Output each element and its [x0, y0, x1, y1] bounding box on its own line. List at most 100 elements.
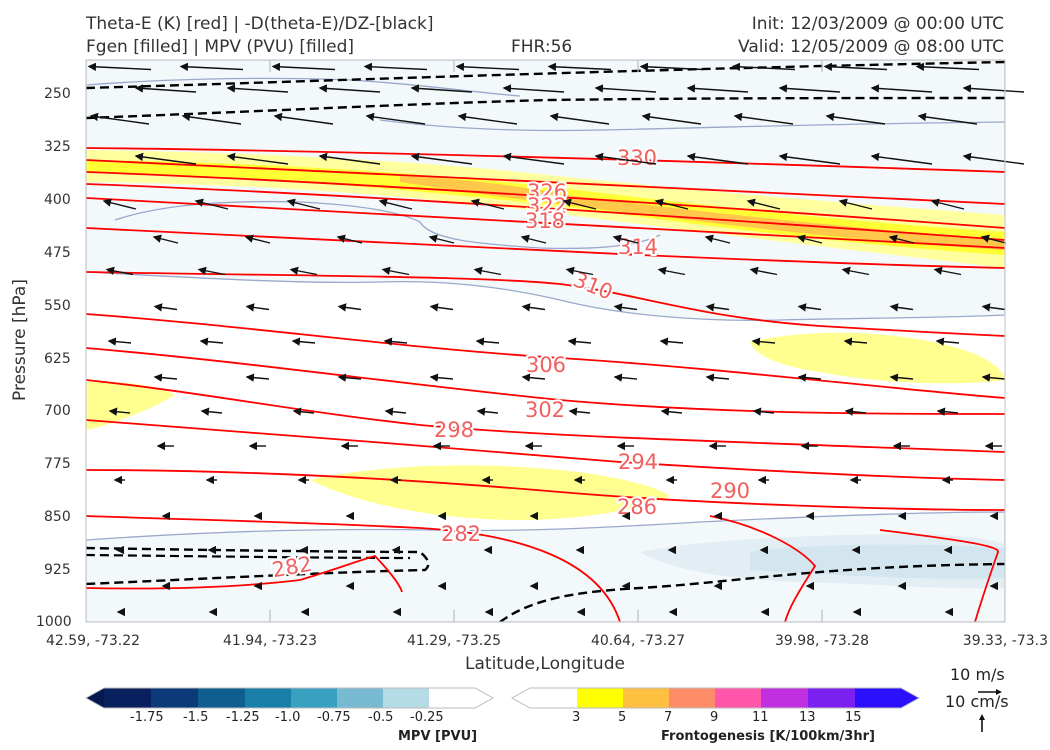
wind-vector — [562, 198, 597, 210]
init-time: Init: 12/03/2009 @ 00:00 UTC — [751, 14, 1004, 34]
wind-ref-vertical-label: 10 cm/s — [945, 692, 1009, 711]
wind-vector — [181, 112, 242, 125]
wind-vector — [244, 234, 271, 244]
wind-vector — [337, 373, 362, 382]
wind-vector — [318, 84, 381, 93]
wind-vector — [889, 303, 914, 312]
wind-vector — [686, 84, 749, 93]
wind-vector — [567, 337, 592, 346]
y-tick-250: 250 — [44, 86, 71, 102]
wind-vector — [410, 152, 473, 165]
fgen-colorbar-title: Frontogenesis [K/100km/3hr] — [661, 729, 875, 744]
wind-vector — [657, 266, 686, 276]
wind-vector — [841, 266, 870, 276]
wind-vector — [470, 198, 505, 210]
wind-vector — [521, 303, 546, 312]
wind-vector — [823, 62, 888, 72]
mpv-tick-2: -1.25 — [226, 710, 260, 725]
wind-vector — [917, 112, 978, 125]
y-tick-550: 550 — [44, 298, 71, 314]
wind-vector — [199, 337, 224, 346]
wind-vector — [733, 112, 794, 125]
wind-vector — [107, 337, 132, 346]
wind-vector — [381, 266, 410, 276]
wind-vector — [594, 84, 657, 93]
wind-vector — [378, 198, 413, 210]
stability-contours — [86, 60, 1005, 622]
wind-vector — [752, 407, 775, 416]
wind-vector — [475, 337, 500, 346]
wind-vector — [291, 337, 316, 346]
y-tick-775: 775 — [44, 456, 71, 472]
wind-vector — [200, 407, 223, 416]
wind-vector — [245, 303, 270, 312]
wind-vector — [179, 62, 244, 72]
wind-vector — [289, 266, 318, 276]
wind-vector — [660, 407, 683, 416]
wind-vector — [429, 303, 454, 312]
wind-vector — [825, 112, 886, 125]
wind-vector — [502, 152, 565, 165]
wind-ref-horizontal-label: 10 m/s — [950, 665, 1005, 684]
wind-vector — [336, 234, 363, 244]
y-tick-400: 400 — [44, 192, 71, 208]
wind-vector — [286, 198, 321, 210]
wind-vector — [476, 407, 499, 416]
mpv-tick-4: -0.75 — [317, 710, 351, 725]
wind-vector — [226, 84, 289, 93]
wind-vector — [705, 373, 730, 382]
plot-frame — [85, 59, 1006, 623]
wind-vector — [87, 62, 152, 72]
wind-vector — [271, 62, 336, 72]
theta-e-label: 282 — [441, 522, 481, 546]
theta-e-label: 306 — [526, 353, 566, 377]
wind-vector — [686, 152, 749, 165]
wind-vector — [778, 152, 841, 165]
wind-vector — [134, 152, 197, 165]
wind-vector — [429, 373, 454, 382]
theta-e-label: 318 — [525, 209, 565, 233]
x-ticks — [269, 60, 823, 622]
wind-vector — [108, 407, 131, 416]
wind-vector — [455, 62, 520, 72]
theta-e-label: 326 — [527, 180, 567, 204]
wind-vector — [428, 234, 455, 244]
wind-vector — [915, 62, 980, 72]
theta-e-label: 294 — [618, 450, 658, 474]
wind-vector — [410, 84, 473, 93]
wind-vector — [502, 84, 565, 93]
wind-vector — [751, 337, 776, 346]
wind-vector — [980, 234, 1007, 244]
wind-vector — [704, 234, 731, 244]
wind-vector — [521, 373, 546, 382]
wind-vector — [134, 84, 197, 93]
wind-vector — [843, 337, 868, 346]
wind-vector — [383, 337, 408, 346]
wind-vector — [870, 84, 933, 93]
y-tick-625: 625 — [44, 351, 71, 367]
wind-vector — [318, 152, 381, 165]
wind-vector — [889, 373, 914, 382]
wind-vector — [654, 198, 689, 210]
fgen-tick-2: 7 — [664, 710, 673, 725]
theta-e-label: 314 — [618, 235, 658, 259]
wind-vector — [659, 337, 684, 346]
wind-vector — [568, 407, 591, 416]
x-tick-3: 40.64, -73.27 — [590, 633, 686, 649]
wind-vector — [194, 198, 229, 210]
wind-vector — [797, 303, 822, 312]
wind-vector — [457, 112, 518, 125]
x-tick-1: 41.94, -73.23 — [222, 633, 318, 649]
theta-e-label: 290 — [710, 479, 750, 503]
wind-vector — [613, 373, 638, 382]
wind-vector — [365, 112, 426, 125]
wind-vector — [981, 373, 1006, 382]
title-line-1: Theta-E (K) [red] | -D(theta-E)/DZ-[blac… — [86, 14, 434, 34]
x-axis-title: Latitude,Longitude — [465, 654, 625, 674]
wind-vector — [105, 266, 134, 276]
wind-vector — [749, 266, 778, 276]
y-tick-700: 700 — [44, 403, 71, 419]
wind-vector — [797, 373, 822, 382]
fgen-tick-4: 11 — [752, 710, 769, 725]
